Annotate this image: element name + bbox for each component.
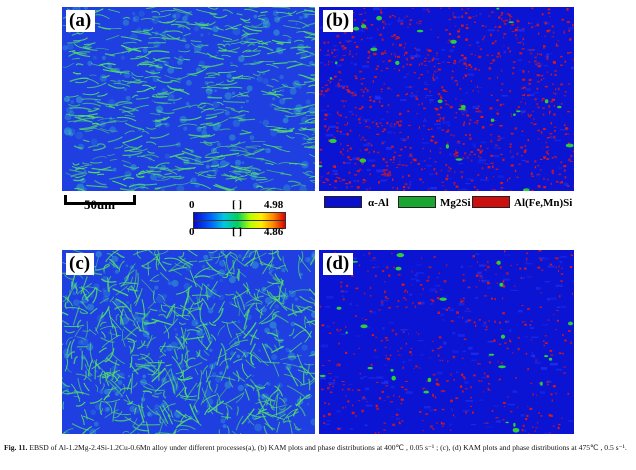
figure-caption-label: Fig. 11.	[4, 443, 28, 452]
phase-map-b-image	[319, 7, 574, 191]
legend-label-alfemnsi: Al(Fe,Mn)Si	[514, 197, 573, 209]
figure-caption: Fig. 11. EBSD of Al-1.2Mg-2.4Si-1.2Cu-0.…	[4, 443, 632, 453]
legend-swatch-alfemnsi	[472, 196, 510, 208]
phase-map-d-image	[319, 250, 574, 434]
scale-bar	[64, 195, 136, 205]
panel-label-d: (d)	[323, 253, 354, 275]
kam-map-a: (a)	[62, 7, 315, 191]
phase-map-b: (b)	[319, 7, 574, 191]
kam-map-a-image	[62, 7, 315, 191]
colorbar-c-unit: [ ]	[232, 226, 243, 238]
colorbar-c-min: 0	[189, 226, 195, 238]
kam-map-c: (c)	[62, 250, 315, 434]
legend-label-alpha-al: α-Al	[368, 197, 389, 209]
figure-caption-text: EBSD of Al-1.2Mg-2.4Si-1.2Cu-0.6Mn alloy…	[29, 443, 627, 452]
scale-bar-label: 50um	[84, 197, 116, 212]
panel-label-c: (c)	[66, 253, 95, 275]
panel-label-b: (b)	[323, 10, 354, 32]
panel-label-a: (a)	[66, 10, 96, 32]
phase-map-d: (d)	[319, 250, 574, 434]
legend-label-mg2si: Mg2Si	[440, 197, 471, 209]
colorbar-c-max: 4.86	[264, 226, 284, 238]
kam-map-c-image	[62, 250, 315, 434]
colorbar-a-max: 4.98	[264, 199, 284, 211]
colorbar-a-min: 0	[189, 199, 195, 211]
kam-colorbar-c	[193, 220, 286, 229]
legend-swatch-alpha-al	[324, 196, 362, 208]
legend-swatch-mg2si	[398, 196, 436, 208]
colorbar-a-unit: [ ]	[232, 199, 243, 211]
